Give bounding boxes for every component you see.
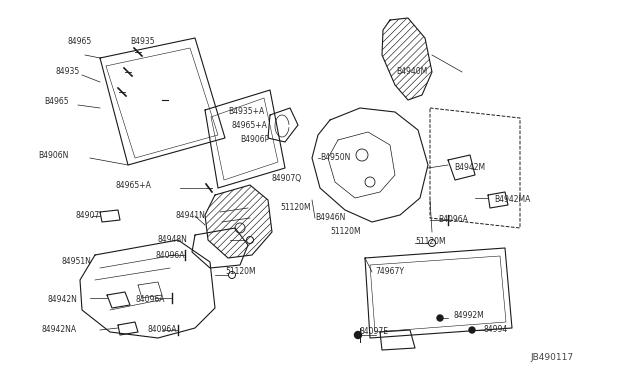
Text: 84942N: 84942N	[48, 295, 78, 305]
Circle shape	[437, 315, 443, 321]
Text: 84907Q: 84907Q	[272, 173, 302, 183]
Text: B4096A: B4096A	[438, 215, 468, 224]
Text: B4942M: B4942M	[454, 164, 485, 173]
Circle shape	[469, 327, 475, 333]
Text: 84992M: 84992M	[453, 311, 484, 321]
Text: 84096A: 84096A	[135, 295, 164, 305]
Text: B4935+A: B4935+A	[228, 108, 264, 116]
Text: 51120M: 51120M	[330, 228, 360, 237]
Text: 84096A: 84096A	[148, 326, 177, 334]
Text: 74967Y: 74967Y	[375, 267, 404, 276]
Text: 84951N: 84951N	[62, 257, 92, 266]
Text: 84941N: 84941N	[175, 211, 205, 219]
Circle shape	[355, 331, 362, 339]
Text: 84907: 84907	[75, 211, 99, 219]
Text: JB490117: JB490117	[530, 353, 573, 362]
Text: 84965+A: 84965+A	[115, 180, 151, 189]
Text: B4940M: B4940M	[396, 67, 428, 77]
Text: B4942MA: B4942MA	[494, 196, 531, 205]
Text: 84965+A: 84965+A	[232, 122, 268, 131]
Text: B4906N: B4906N	[38, 151, 68, 160]
Text: 84096A: 84096A	[155, 250, 184, 260]
Text: B4935: B4935	[130, 38, 155, 46]
Text: 51120M: 51120M	[415, 237, 445, 247]
Text: B4950N: B4950N	[320, 154, 350, 163]
Text: B4906P: B4906P	[240, 135, 269, 144]
Text: 84994: 84994	[484, 326, 508, 334]
Text: 51120M: 51120M	[225, 267, 255, 276]
Text: 84948N: 84948N	[158, 235, 188, 244]
Text: B4946N: B4946N	[315, 214, 346, 222]
Text: B4965: B4965	[44, 97, 68, 106]
Text: 84097E: 84097E	[360, 327, 389, 337]
Text: 51120M: 51120M	[280, 203, 310, 212]
Text: 84935: 84935	[55, 67, 79, 77]
Text: 84965: 84965	[68, 38, 92, 46]
Text: 84942NA: 84942NA	[42, 326, 77, 334]
